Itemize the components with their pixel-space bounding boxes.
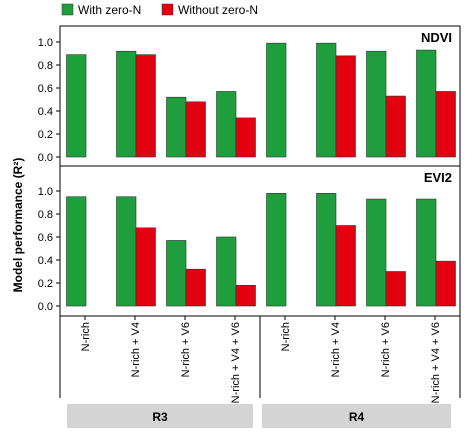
y-tick-label: 0.8: [38, 209, 53, 221]
bar: [316, 42, 337, 158]
bar: [135, 54, 156, 158]
y-tick-label: 0.2: [38, 278, 53, 290]
bar: [435, 260, 456, 307]
x-tick-label: N-rich + V4 + V6: [430, 322, 442, 403]
x-tick-label: N-rich: [80, 322, 92, 351]
panel-title: NDVI: [421, 30, 452, 45]
legend-swatch: [161, 3, 174, 16]
x-tick-label: N-rich + V4: [330, 322, 342, 377]
bar: [66, 54, 87, 158]
y-tick-label: 0.4: [38, 106, 53, 118]
bar: [185, 101, 206, 158]
bar: [416, 49, 437, 158]
legend-label: Without zero-N: [178, 3, 258, 17]
bar: [116, 196, 137, 307]
bar: [166, 96, 187, 158]
legend-swatch: [61, 3, 74, 16]
bar: [435, 91, 456, 158]
x-tick-label: N-rich: [280, 322, 292, 351]
x-axis: N-rich N-rich + V4 N-rich + V6 N-rich + V4 …: [59, 316, 461, 403]
bar: [166, 240, 187, 307]
y-tick-label: 0.0: [38, 301, 53, 313]
bar: [266, 193, 287, 307]
bar: [366, 198, 387, 307]
y-tick-label: 0.6: [38, 83, 53, 95]
bar: [235, 117, 256, 158]
y-axis-label: Model performance (R²): [11, 158, 25, 293]
bar: [235, 284, 256, 307]
bar: [335, 225, 356, 307]
y-tick-label: 1.0: [38, 186, 53, 198]
x-tick-label: N-rich + V4 + V6: [230, 322, 242, 403]
y-tick-label: 0.8: [38, 60, 53, 72]
y-tick-label: 0.0: [38, 152, 53, 164]
bar: [316, 193, 337, 307]
bar: [216, 91, 237, 158]
group-box: [262, 404, 451, 428]
bar: [66, 196, 87, 307]
y-tick-label: 1.0: [38, 37, 53, 49]
y-tick-label: 0.6: [38, 232, 53, 244]
bar: [366, 50, 387, 158]
bar: [116, 50, 137, 158]
group-labels: R3 R4: [67, 404, 451, 428]
legend: With zero-N Without zero-N: [61, 3, 258, 17]
group-box: [67, 404, 253, 428]
bar: [335, 55, 356, 158]
y-tick-label: 0.2: [38, 129, 53, 141]
x-tick-label: N-rich + V4: [130, 322, 142, 377]
legend-label: With zero-N: [78, 3, 141, 17]
chart-panels: NDVI 0.0 0.2 0.4 0.6 0.8 1.0 EVI2 0.0 0.2 0.4 0.6 0.…: [38, 25, 461, 317]
x-tick-label: N-rich + V6: [380, 322, 392, 377]
x-tick-label: N-rich + V6: [180, 322, 192, 377]
group-label: R4: [349, 410, 365, 424]
bar: [216, 236, 237, 307]
bar: [385, 271, 406, 307]
panel-title: EVI2: [424, 170, 452, 185]
bar: [416, 198, 437, 307]
y-tick-label: 0.4: [38, 255, 53, 267]
bar: [135, 227, 156, 307]
group-label: R3: [152, 410, 168, 424]
bar: [185, 268, 206, 307]
bar: [385, 95, 406, 158]
bar: [266, 42, 287, 158]
